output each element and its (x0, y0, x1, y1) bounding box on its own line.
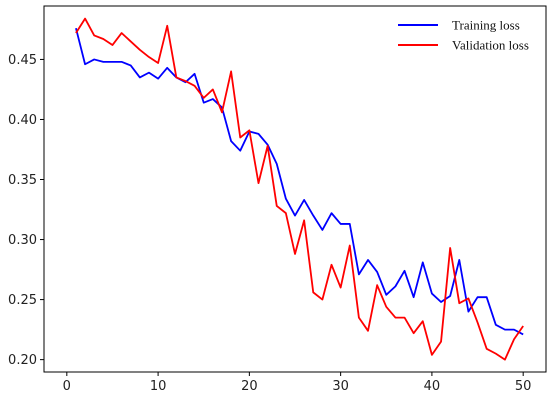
y-axis: 0.20 0.25 0.30 0.35 0.40 0.45 (8, 53, 44, 368)
x-tick-label: 40 (424, 379, 441, 394)
y-tick-label: 0.30 (8, 233, 37, 248)
x-tick-label: 10 (150, 379, 167, 394)
plot-area (43, 5, 547, 373)
series-line-training-loss (75, 27, 524, 336)
x-axis: 0 10 20 30 40 50 (63, 372, 532, 394)
legend: Training loss Validation loss (398, 18, 529, 53)
x-tick-label: 50 (515, 379, 532, 394)
x-tick-label: 20 (241, 379, 258, 394)
y-tick-label: 0.35 (8, 173, 37, 188)
y-tick-label: 0.45 (8, 53, 37, 68)
x-tick-label: 30 (332, 379, 349, 394)
y-tick-label: 0.40 (8, 113, 37, 128)
series-line-validation-loss (75, 17, 524, 361)
legend-label: Training loss (452, 18, 520, 33)
y-tick-label: 0.20 (8, 353, 37, 368)
y-tick-label: 0.25 (8, 293, 37, 308)
series-layer (75, 17, 524, 361)
x-tick-label: 0 (63, 379, 71, 394)
legend-label: Validation loss (452, 38, 529, 53)
